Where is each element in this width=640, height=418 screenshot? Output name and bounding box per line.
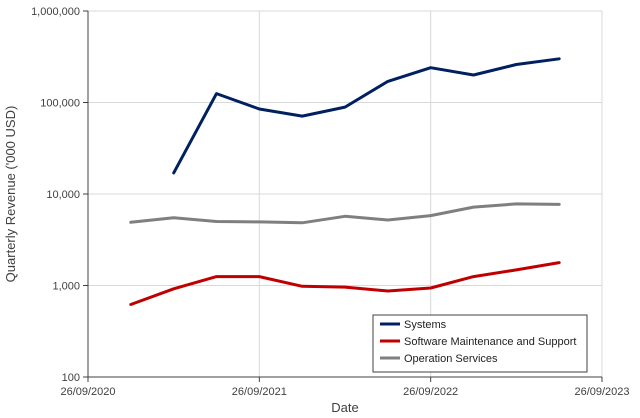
- y-tick-label: 1,000: [52, 281, 80, 293]
- y-axis-title: Quarterly Revenue ('000 USD): [3, 106, 18, 283]
- legend-label-software-maintenance-and-support: Software Maintenance and Support: [404, 336, 576, 348]
- series-line-operation-services: [129, 202, 561, 225]
- x-tick-labels: 26/09/2020 26/09/2021 26/09/2022 26/09/2023: [60, 386, 629, 398]
- gridlines: [88, 10, 603, 377]
- x-tick-label: 26/09/2021: [232, 386, 287, 398]
- legend: Systems Software Maintenance and Support O…: [372, 314, 588, 373]
- legend-box: [372, 314, 588, 373]
- legend-label-operation-services: Operation Services: [404, 353, 498, 365]
- y-tick-label: 10,000: [46, 189, 80, 201]
- x-axis-title: Date: [331, 400, 358, 415]
- y-tick-labels: 100 1,000 10,000 100,000 1,000,000: [31, 6, 80, 384]
- series-line-software-maintenance-and-support: [129, 261, 561, 306]
- y-tick-label: 100,000: [40, 98, 80, 110]
- y-tick-label: 1,000,000: [31, 6, 80, 18]
- axes: [83, 10, 603, 382]
- series-line-systems: [172, 57, 561, 175]
- series-lines: [129, 57, 561, 306]
- x-tick-label: 26/09/2023: [574, 386, 629, 398]
- y-tick-label: 100: [62, 372, 80, 384]
- x-tick-label: 26/09/2022: [403, 386, 458, 398]
- x-tick-label: 26/09/2020: [60, 386, 115, 398]
- legend-label-systems: Systems: [404, 319, 447, 331]
